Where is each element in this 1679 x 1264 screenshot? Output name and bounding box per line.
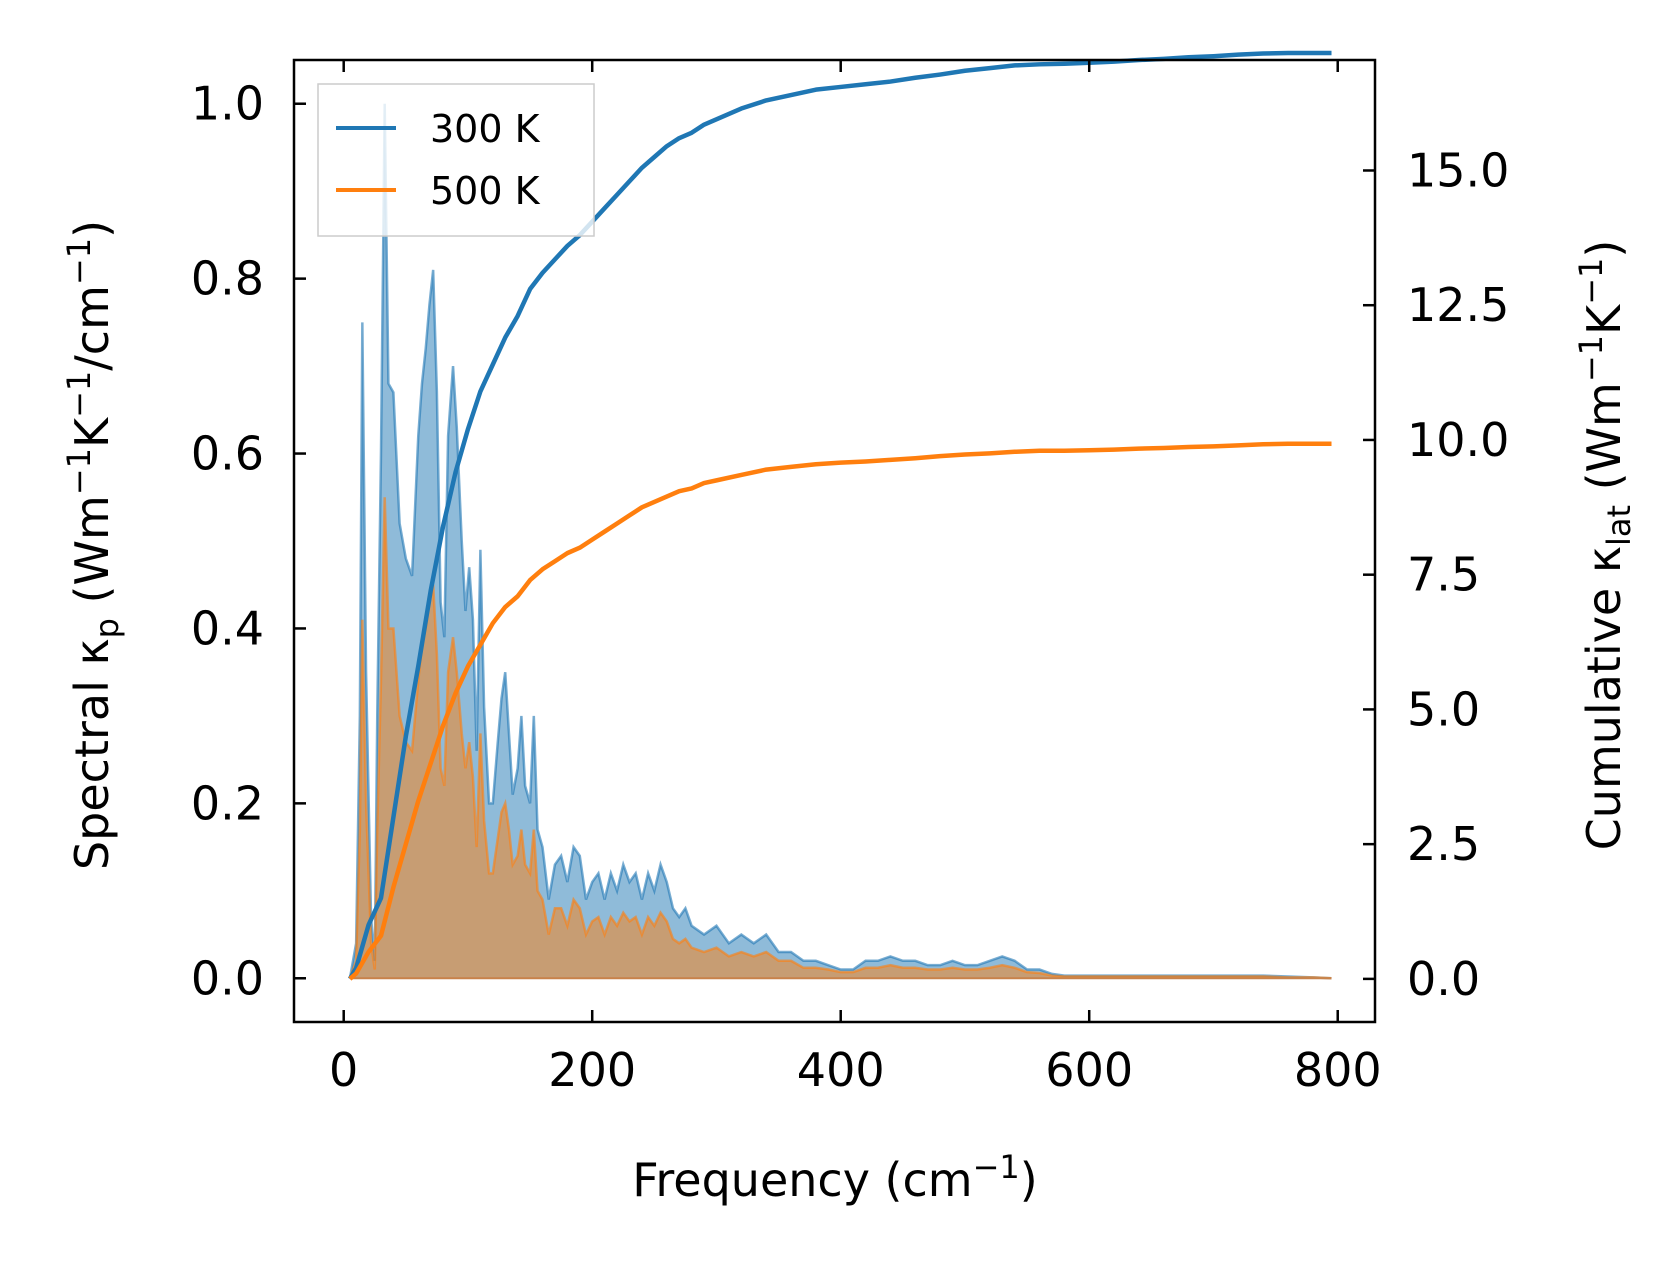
legend-label-300k: 300 K	[430, 107, 541, 151]
x-axis-ticks: 0 200 400 600 800	[329, 60, 1382, 1097]
plot-area	[347, 50, 1332, 981]
y-left-label-p3: K	[65, 416, 119, 448]
y-right-label-sub: lat	[1600, 505, 1638, 546]
x-axis-label-text: Frequency (cm	[632, 1153, 972, 1207]
y-right-label-s1: −1	[1572, 335, 1610, 382]
y-right-label-p3: K	[1577, 303, 1631, 335]
y-right-label-p1: Cumulative κ	[1577, 546, 1631, 850]
y-right-tick-label-5: 12.5	[1407, 278, 1509, 332]
x-tick-label-4: 800	[1294, 1043, 1382, 1097]
y-right-tick-label-3: 7.5	[1407, 548, 1480, 602]
y-left-label-sub: p	[88, 618, 126, 638]
legend-label-500k: 500 K	[430, 169, 541, 213]
y-left-tick-label-0: 0.0	[191, 951, 264, 1005]
y-left-tick-label-4: 0.8	[191, 252, 264, 306]
y-left-tick-label-3: 0.6	[191, 427, 264, 481]
x-tick-label-3: 600	[1045, 1043, 1133, 1097]
y-right-axis-label: Cumulative κlat (Wm−1K−1)	[1572, 240, 1638, 851]
y-left-label-s3: −1	[60, 238, 98, 285]
legend-box	[317, 83, 595, 237]
y-left-label-p1: Spectral κ	[65, 638, 119, 870]
y-right-label-s2: −1	[1572, 258, 1610, 305]
plot-frame	[292, 58, 1377, 1024]
y-right-label-p4: )	[1577, 240, 1631, 258]
y-right-tick-label-6: 15.0	[1407, 143, 1509, 197]
y-left-label-p5: )	[65, 220, 119, 238]
y-left-tick-label-2: 0.4	[191, 601, 264, 655]
y-right-tick-label-1: 2.5	[1407, 817, 1480, 871]
y-left-label-s2: −1	[60, 371, 98, 418]
cumulative-line-1	[348, 441, 1332, 981]
x-axis-label-tail: )	[1020, 1153, 1038, 1207]
y-left-tick-label-1: 0.2	[191, 776, 264, 830]
y-left-label-s1: −1	[60, 448, 98, 495]
y-right-label-p2: (Wm	[1577, 382, 1631, 505]
y-left-axis-ticks: 0.0 0.2 0.4 0.6 0.8 1.0	[191, 77, 306, 1005]
x-axis-label-sup: −1	[973, 1148, 1020, 1186]
y-left-tick-label-5: 1.0	[191, 77, 264, 131]
spectral-line-0	[348, 103, 1332, 980]
x-tick-label-2: 400	[797, 1043, 885, 1097]
x-tick-label-1: 200	[548, 1043, 636, 1097]
cumulative-line-0	[347, 50, 1332, 981]
legend: 300 K 500 K	[317, 83, 595, 237]
y-left-label-p4: /cm	[65, 285, 119, 371]
x-tick-label-0: 0	[329, 1043, 358, 1097]
y-right-tick-label-4: 10.0	[1407, 413, 1509, 467]
y-right-tick-label-0: 0.0	[1407, 952, 1480, 1006]
y-left-label-p2: (Wm	[65, 495, 119, 618]
y-right-tick-label-2: 5.0	[1407, 682, 1480, 736]
y-right-axis-ticks: 0.0 2.5 5.0 7.5 10.0 12.5 15.0	[1363, 143, 1509, 1006]
y-left-axis-label: Spectral κp (Wm−1K−1/cm−1)	[60, 220, 126, 870]
x-axis-label: Frequency (cm−1)	[632, 1148, 1037, 1207]
spectral-fill-1	[349, 497, 1332, 979]
